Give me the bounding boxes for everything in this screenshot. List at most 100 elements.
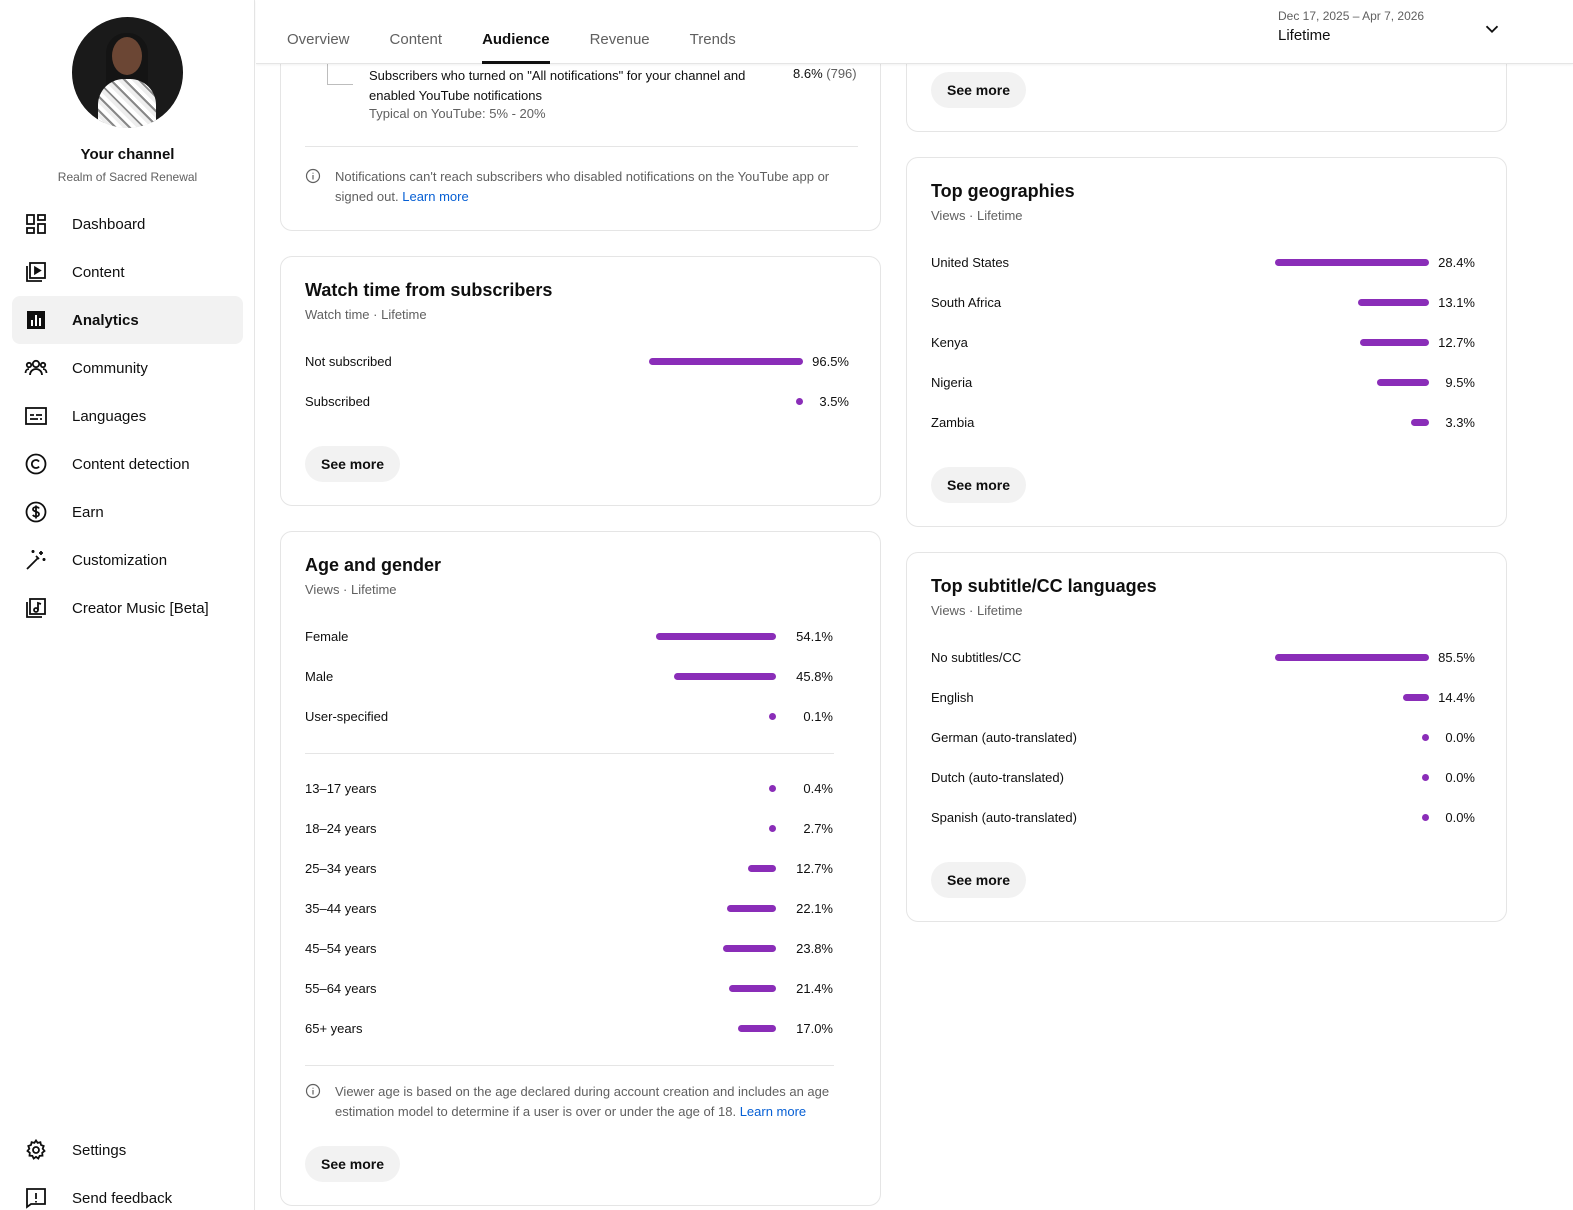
row-percent: 17.0% [796, 1021, 833, 1036]
row-percent: 0.0% [1445, 770, 1475, 785]
row-bar [769, 785, 776, 792]
row-percent: 54.1% [796, 629, 833, 644]
sidebar-item-analytics[interactable]: Analytics [12, 296, 243, 344]
row-bar [674, 673, 776, 680]
row-percent: 0.0% [1445, 730, 1475, 745]
tab-trends[interactable]: Trends [689, 31, 736, 48]
sidebar-item-label: Send feedback [72, 1189, 173, 1207]
table-row: Subscribed 3.5% [305, 392, 849, 412]
sidebar-item-label: Content [72, 263, 125, 281]
sidebar: Your channel Realm of Sacred Renewal Das… [0, 0, 255, 1210]
dollar-icon [25, 501, 47, 523]
table-row: German (auto-translated) 0.0% [931, 728, 1475, 748]
card-title: Age and gender [305, 555, 442, 575]
see-more-button[interactable]: See more [305, 446, 401, 482]
content-icon [26, 262, 46, 282]
info-icon [305, 168, 321, 184]
date-range[interactable]: Dec 17, 2025 – Apr 7, 2026 [1278, 9, 1425, 23]
table-row: Not subscribed 96.5% [305, 352, 849, 372]
notifications-row-text-line: Subscribers who turned on "All notificat… [369, 68, 746, 83]
notifications-pct: 8.6% (796) [793, 66, 857, 81]
row-percent: 28.4% [1438, 255, 1475, 270]
sidebar-item-content-detection[interactable]: Content detection [12, 440, 243, 488]
tab-revenue[interactable]: Revenue [589, 31, 650, 48]
table-row: Nigeria 9.5% [931, 373, 1475, 393]
table-row: 65+ years 17.0% [305, 1019, 833, 1039]
row-label: 13–17 years [305, 781, 377, 796]
notifications-count: (796) [826, 66, 857, 81]
analytics-header: Overview Content Audience Revenue Trends… [256, 0, 1573, 64]
row-bar [1275, 654, 1429, 661]
see-more-button[interactable]: See more [931, 72, 1027, 108]
table-row: 13–17 years 0.4% [305, 779, 833, 799]
table-row: Dutch (auto-translated) 0.0% [931, 768, 1475, 788]
feedback-icon [26, 1188, 46, 1209]
tab-audience[interactable]: Audience [462, 0, 570, 64]
tab-content[interactable]: Content [389, 31, 443, 48]
row-bar [1360, 339, 1429, 346]
row-percent: 85.5% [1438, 650, 1475, 665]
notifications-pct-value: 8.6% [793, 66, 823, 81]
row-percent: 9.5% [1445, 375, 1475, 390]
row-bar [769, 825, 776, 832]
sidebar-item-creator-music[interactable]: Creator Music [Beta] [12, 584, 243, 632]
table-row: 18–24 years 2.7% [305, 819, 833, 839]
tab-overview[interactable]: Overview [287, 31, 350, 48]
row-percent: 12.7% [1438, 335, 1475, 350]
channel-avatar[interactable] [72, 17, 183, 128]
magic-wand-icon [26, 550, 46, 570]
sidebar-item-community[interactable]: Community [12, 344, 243, 392]
table-row: 55–64 years 21.4% [305, 979, 833, 999]
row-bar [1377, 379, 1429, 386]
sidebar-item-earn[interactable]: Earn [12, 488, 243, 536]
row-bar [738, 1025, 776, 1032]
see-more-button[interactable]: See more [305, 1146, 401, 1182]
table-row: Male 45.8% [305, 667, 833, 687]
sidebar-item-content[interactable]: Content [12, 248, 243, 296]
row-bar [1403, 694, 1429, 701]
card-title: Watch time from subscribers [305, 280, 553, 300]
notifications-note: Notifications can't reach subscribers wh… [335, 167, 829, 207]
row-label: Female [305, 629, 349, 644]
sidebar-item-dashboard[interactable]: Dashboard [12, 200, 243, 248]
date-period[interactable]: Lifetime [1278, 27, 1331, 44]
table-row: English 14.4% [931, 688, 1475, 708]
learn-more-link[interactable]: Learn more [402, 189, 469, 204]
row-percent: 2.7% [803, 821, 833, 836]
chevron-down-icon[interactable] [1481, 18, 1503, 40]
row-bar [649, 358, 803, 365]
top-subtitle-languages-card: Top subtitle/CC languages Views · Lifeti… [906, 552, 1507, 922]
row-bar [729, 985, 776, 992]
row-bar [1422, 774, 1429, 781]
row-bar [1411, 419, 1429, 426]
row-label: Spanish (auto-translated) [931, 810, 1077, 825]
community-icon [24, 359, 48, 376]
sidebar-item-customization[interactable]: Customization [12, 536, 243, 584]
copyright-icon [25, 453, 47, 475]
sidebar-item-settings[interactable]: Settings [12, 1126, 243, 1174]
card-title: Top geographies [931, 181, 1075, 201]
row-percent: 14.4% [1438, 690, 1475, 705]
sidebar-item-send-feedback[interactable]: Send feedback [12, 1174, 243, 1210]
learn-more-link[interactable]: Learn more [739, 1104, 807, 1119]
row-label: Dutch (auto-translated) [931, 770, 1064, 785]
row-bar [1422, 734, 1429, 741]
row-label: Nigeria [931, 375, 973, 390]
row-label: User-specified [305, 709, 389, 724]
analytics-icon [27, 311, 45, 329]
row-label: No subtitles/CC [931, 650, 1022, 665]
row-bar [796, 398, 803, 405]
sidebar-item-languages[interactable]: Languages [12, 392, 243, 440]
table-row: South Africa 13.1% [931, 293, 1475, 313]
row-percent: 23.8% [796, 941, 833, 956]
row-label: 18–24 years [305, 821, 377, 836]
row-label: United States [931, 255, 1010, 270]
table-row: User-specified 0.1% [305, 707, 833, 727]
table-row: 45–54 years 23.8% [305, 939, 833, 959]
see-more-button[interactable]: See more [931, 862, 1027, 898]
age-gender-card: Age and gender Views · Lifetime Female 54… [280, 531, 881, 1206]
see-more-button[interactable]: See more [931, 467, 1027, 503]
sidebar-item-label: Analytics [72, 311, 139, 329]
card-subtitle: Views · Lifetime [305, 582, 397, 597]
